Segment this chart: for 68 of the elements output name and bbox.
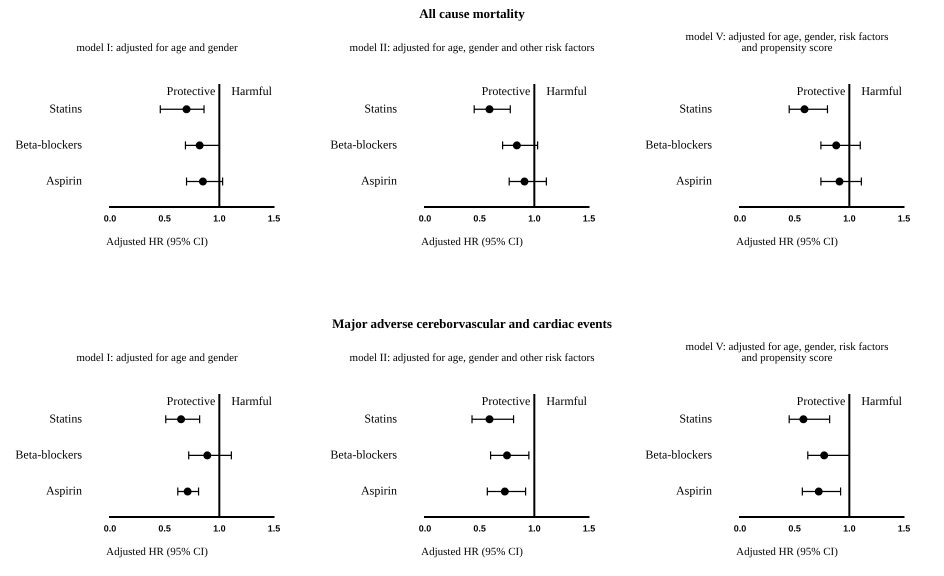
x-tick-label: 0.5: [158, 214, 171, 224]
x-tick-label: 0.0: [734, 214, 746, 224]
annotation: Protective: [166, 84, 216, 98]
chart-subtitle: model II: adjusted for age, gender and other risk factors: [348, 41, 596, 54]
x-axis-title: Adjusted HR (95% CI): [420, 236, 524, 248]
x-tick-label: 0.5: [473, 214, 486, 224]
x-axis-title: Adjusted HR (95% CI): [105, 546, 209, 558]
x-axis-title: Adjusted HR (95% CI): [735, 236, 839, 248]
chart-subtitle: model V: adjusted for age, gender, risk factors and propensity score: [684, 340, 890, 364]
x-tick-label: 1.5: [268, 214, 280, 224]
y-tick-label: Statins: [679, 411, 712, 426]
annotation: Harmful: [231, 84, 273, 98]
annotation: Protective: [482, 394, 530, 408]
x-tick-label: 0.5: [158, 524, 171, 534]
x-axis-title: Adjusted HR (95% CI): [420, 546, 524, 558]
annotation: Protective: [796, 84, 846, 98]
chart-subtitle: model I: adjusted for age and gender: [75, 41, 239, 54]
y-tick-label: Beta-blockers: [330, 448, 398, 462]
annotation: Protective: [796, 394, 846, 408]
x-axis-title: Adjusted HR (95% CI): [105, 236, 209, 248]
x-tick-label: 1.5: [582, 524, 596, 534]
x-tick-label: 1.0: [528, 214, 541, 224]
chart-title: All cause mortality: [418, 6, 526, 22]
x-tick-label: 1.5: [582, 214, 596, 224]
y-tick-label: Beta-blockers: [330, 138, 398, 152]
x-tick-label: 0.0: [734, 524, 746, 534]
x-tick-label: 0.0: [104, 524, 116, 534]
x-tick-label: 1.0: [528, 524, 541, 534]
annotation: Harmful: [231, 394, 273, 408]
annotation: Protective: [166, 394, 216, 408]
y-tick-label: Beta-blockers: [15, 138, 82, 152]
y-tick-label: Beta-blockers: [15, 448, 82, 462]
x-tick-label: 1.0: [843, 524, 856, 534]
x-tick-label: 0.5: [788, 524, 801, 534]
y-tick-label: Aspirin: [676, 484, 712, 498]
y-tick-label: Statins: [49, 101, 82, 116]
y-tick-label: Aspirin: [46, 174, 82, 188]
annotation: Harmful: [861, 84, 903, 98]
x-axis-title: Adjusted HR (95% CI): [735, 546, 839, 558]
x-tick-label: 1.0: [213, 524, 226, 534]
x-tick-label: 0.0: [418, 524, 432, 534]
x-tick-label: 0.0: [104, 214, 116, 224]
y-tick-label: Aspirin: [676, 174, 712, 188]
y-tick-label: Beta-blockers: [645, 448, 712, 462]
y-tick-label: Statins: [364, 411, 398, 426]
chart-subtitle: model II: adjusted for age, gender and other risk factors: [348, 351, 596, 364]
chart-subtitle: model I: adjusted for age and gender: [75, 351, 239, 364]
y-tick-label: Statins: [49, 411, 82, 426]
x-tick-label: 1.5: [268, 524, 280, 534]
chart-title: Major adverse cereborvascular and cardiac events: [331, 316, 613, 332]
y-tick-label: Beta-blockers: [645, 138, 712, 152]
x-tick-label: 1.0: [843, 214, 856, 224]
annotation: Harmful: [546, 84, 588, 98]
x-tick-label: 1.0: [213, 214, 226, 224]
y-tick-label: Statins: [364, 101, 398, 116]
x-tick-label: 1.5: [898, 524, 910, 534]
chart-subtitle: model V: adjusted for age, gender, risk factors and propensity score: [684, 30, 890, 54]
y-tick-label: Statins: [679, 101, 712, 116]
annotation: Protective: [482, 84, 530, 98]
annotation: Harmful: [546, 394, 588, 408]
y-tick-label: Aspirin: [361, 174, 397, 188]
x-tick-label: 0.0: [418, 214, 432, 224]
annotation: Harmful: [861, 394, 903, 408]
x-tick-label: 0.5: [473, 524, 486, 534]
y-tick-label: Aspirin: [361, 484, 397, 498]
x-tick-label: 1.5: [898, 214, 910, 224]
y-tick-label: Aspirin: [46, 484, 82, 498]
x-tick-label: 0.5: [788, 214, 801, 224]
